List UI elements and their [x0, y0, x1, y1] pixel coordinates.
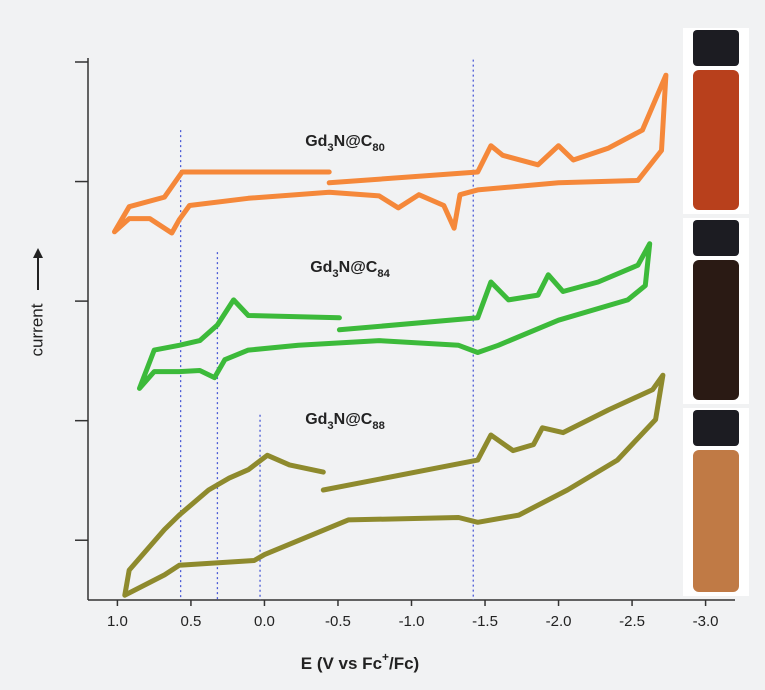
series-label: Gd3N@C80: [305, 133, 385, 154]
series-label: Gd3N@C88: [305, 411, 385, 432]
cv-curve: [115, 75, 666, 233]
x-tick-label: -2.5: [619, 613, 645, 630]
x-tick-label: -2.0: [546, 613, 572, 630]
x-tick-label: -1.0: [399, 613, 425, 630]
y-arrow-head: [33, 248, 43, 258]
cv-curve: [140, 244, 650, 389]
x-tick-label: 1.0: [107, 613, 128, 630]
cv-curve: [125, 375, 663, 595]
vial-liquid: [693, 450, 739, 592]
vial-cap: [693, 220, 739, 256]
x-tick-label: 0.5: [181, 613, 202, 630]
x-tick-label: -1.5: [472, 613, 498, 630]
x-tick-label: 0.0: [254, 613, 275, 630]
vial-photos: [683, 28, 749, 596]
x-tick-label: -3.0: [693, 613, 719, 630]
vial-liquid: [693, 260, 739, 400]
vial-cap: [693, 410, 739, 446]
vial-liquid: [693, 70, 739, 210]
x-axis-label: E (V vs Fc+/Fc): [301, 650, 419, 673]
series-label: Gd3N@C84: [310, 259, 390, 280]
y-axis-label: current: [27, 303, 46, 356]
x-tick-label: -0.5: [325, 613, 351, 630]
chart: E (V vs Fc+/Fc) current 1.0 0.5 0.0 -0.5 -1.…: [0, 0, 765, 690]
vial-cap: [693, 30, 739, 66]
